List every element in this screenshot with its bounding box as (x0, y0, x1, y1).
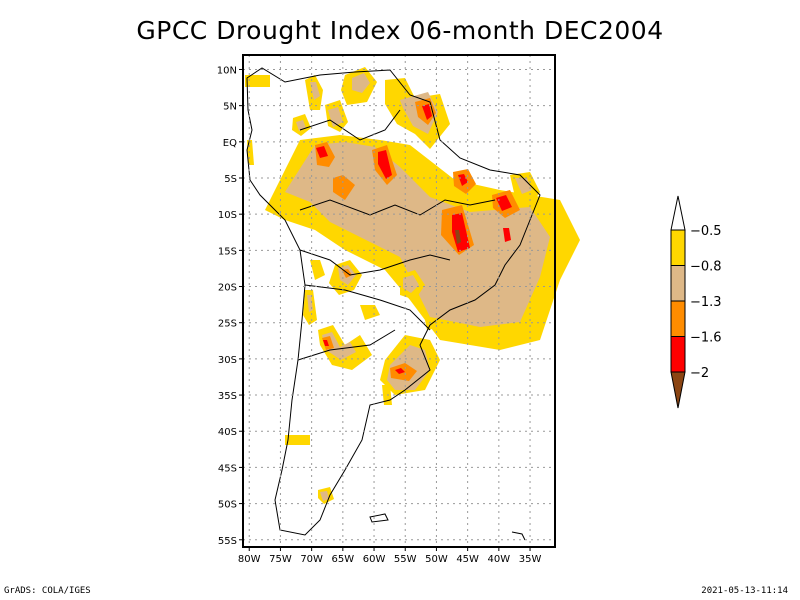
shade-yellow (360, 305, 380, 320)
lat-tick-label: 5N (223, 102, 237, 113)
shade-yellow (285, 435, 310, 445)
lat-tick-label: 15S (218, 246, 237, 257)
colorbar-upper-arrow (670, 195, 686, 231)
island-falklands (369, 513, 389, 523)
shade-tan (352, 73, 370, 93)
lon-tick-label: 60W (363, 554, 386, 565)
shade-red (323, 340, 329, 346)
colorbar-bin (670, 229, 686, 266)
shade-yellow (310, 260, 325, 280)
shade-red (378, 150, 392, 179)
lat-tick-label: 55S (218, 536, 237, 547)
colorbar-level-label: −0.8 (690, 260, 722, 275)
lon-tick-label: 40W (488, 554, 511, 565)
map-title: GPCC Drought Index 06-month DEC2004 (136, 16, 664, 45)
colorbar-level-label: −2 (690, 366, 709, 381)
colorbar-bin (670, 300, 686, 337)
coastline (246, 67, 541, 541)
colorbar-lower-arrow (670, 371, 686, 409)
shade-red (422, 104, 432, 120)
lat-tick-label: EQ (223, 138, 237, 149)
lat-tick-label: 20S (218, 283, 237, 294)
colorbar-level-label: −0.5 (690, 224, 722, 239)
shade-orange (333, 175, 355, 200)
shade-red (458, 174, 468, 186)
lon-ticks: 80W 75W 70W 65W 60W 55W 50W 45W 40W 35W (238, 547, 542, 565)
lat-ticks: 10N 5N EQ 5S 10S 15S 20S 25S 30S 35S 40S 45S 50S 55S (217, 65, 243, 547)
border (297, 329, 396, 361)
shade-yellow (245, 75, 270, 87)
lat-tick-label: 10N (217, 65, 237, 76)
lat-tick-label: 30S (218, 355, 237, 366)
lat-tick-label: 50S (218, 500, 237, 511)
lat-tick-label: 45S (218, 463, 237, 474)
lon-tick-label: 70W (300, 554, 323, 565)
shade-tan (296, 120, 306, 131)
colorbar-bin (670, 265, 686, 302)
shade-red (452, 213, 470, 252)
lon-tick-label: 45W (456, 554, 479, 565)
colorbar-level-label: −1.6 (690, 331, 722, 346)
footer-timestamp: 2021-05-13-11:14 (701, 586, 788, 596)
footer-credit: GrADS: COLA/IGES (4, 586, 91, 596)
lon-tick-label: 65W (332, 554, 355, 565)
lat-tick-label: 25S (218, 319, 237, 330)
lon-tick-label: 35W (519, 554, 542, 565)
colorbar-level-label: −1.3 (690, 295, 722, 310)
lon-tick-label: 80W (238, 554, 261, 565)
lat-tick-label: 35S (218, 391, 237, 402)
shade-tan (320, 491, 329, 501)
lat-tick-label: 10S (218, 210, 237, 221)
border (304, 284, 431, 331)
shade-tan (403, 275, 419, 293)
shade-red (496, 195, 512, 211)
border (299, 249, 451, 276)
drought-shading (245, 67, 580, 504)
lat-tick-label: 40S (218, 427, 237, 438)
shade-tan (515, 178, 532, 194)
lat-tick-label: 5S (224, 174, 237, 185)
shade-red (503, 228, 511, 242)
lon-tick-label: 75W (269, 554, 292, 565)
island-south-georgia (511, 531, 526, 541)
shade-dark-brown (455, 230, 461, 244)
border (299, 199, 496, 216)
plot-frame (242, 54, 556, 548)
lon-tick-label: 55W (394, 554, 417, 565)
colorbar-bin (670, 336, 686, 373)
shade-tan (328, 107, 343, 127)
shade-red (395, 368, 405, 374)
border (299, 109, 401, 141)
colorbar: −0.5 −0.8 −1.3 −1.6 −2 (670, 195, 722, 409)
gridlines (243, 55, 555, 547)
shade-red (316, 146, 328, 158)
continent-outline (246, 67, 541, 536)
lon-tick-label: 50W (425, 554, 448, 565)
shade-tan (310, 82, 320, 100)
